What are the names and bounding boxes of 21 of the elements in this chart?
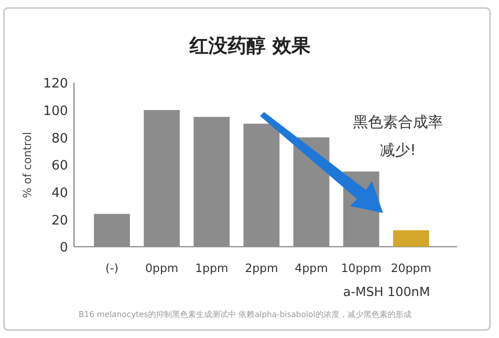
x-axis-title: a-MSH 100nM xyxy=(343,284,430,299)
chart-title: 红没药醇 效果 xyxy=(188,35,312,57)
text: B16 melanocytes的抑制黑色素生成测试中 依赖alpha-bisabolol的浓度，减少黑色素的形成 xyxy=(78,310,412,319)
y-axis-title: % of control xyxy=(21,132,34,198)
y-tick-label: 100 xyxy=(43,104,68,120)
annotation: 减少! xyxy=(380,141,416,159)
x-tick-label: 4ppm xyxy=(294,261,328,275)
y-tick-label: 60 xyxy=(51,158,68,174)
x-tick-label: 0ppm xyxy=(145,261,178,275)
x-tick-label: 1ppm xyxy=(195,261,228,275)
x-tick-label: 20ppm xyxy=(390,261,432,275)
annotation: 黑色素合成率 xyxy=(353,113,443,131)
y-tick-label: 40 xyxy=(51,186,68,202)
x-tick-label: 10ppm xyxy=(340,261,382,275)
bar xyxy=(393,230,430,247)
y-tick-label: 120 xyxy=(43,76,68,92)
y-tick-label: 80 xyxy=(51,131,68,146)
y-tick-label: 20 xyxy=(51,213,68,228)
x-tick-label: (-) xyxy=(105,261,118,275)
x-tick-label: 2ppm xyxy=(244,261,278,275)
y-tick-label: 0 xyxy=(60,240,68,256)
